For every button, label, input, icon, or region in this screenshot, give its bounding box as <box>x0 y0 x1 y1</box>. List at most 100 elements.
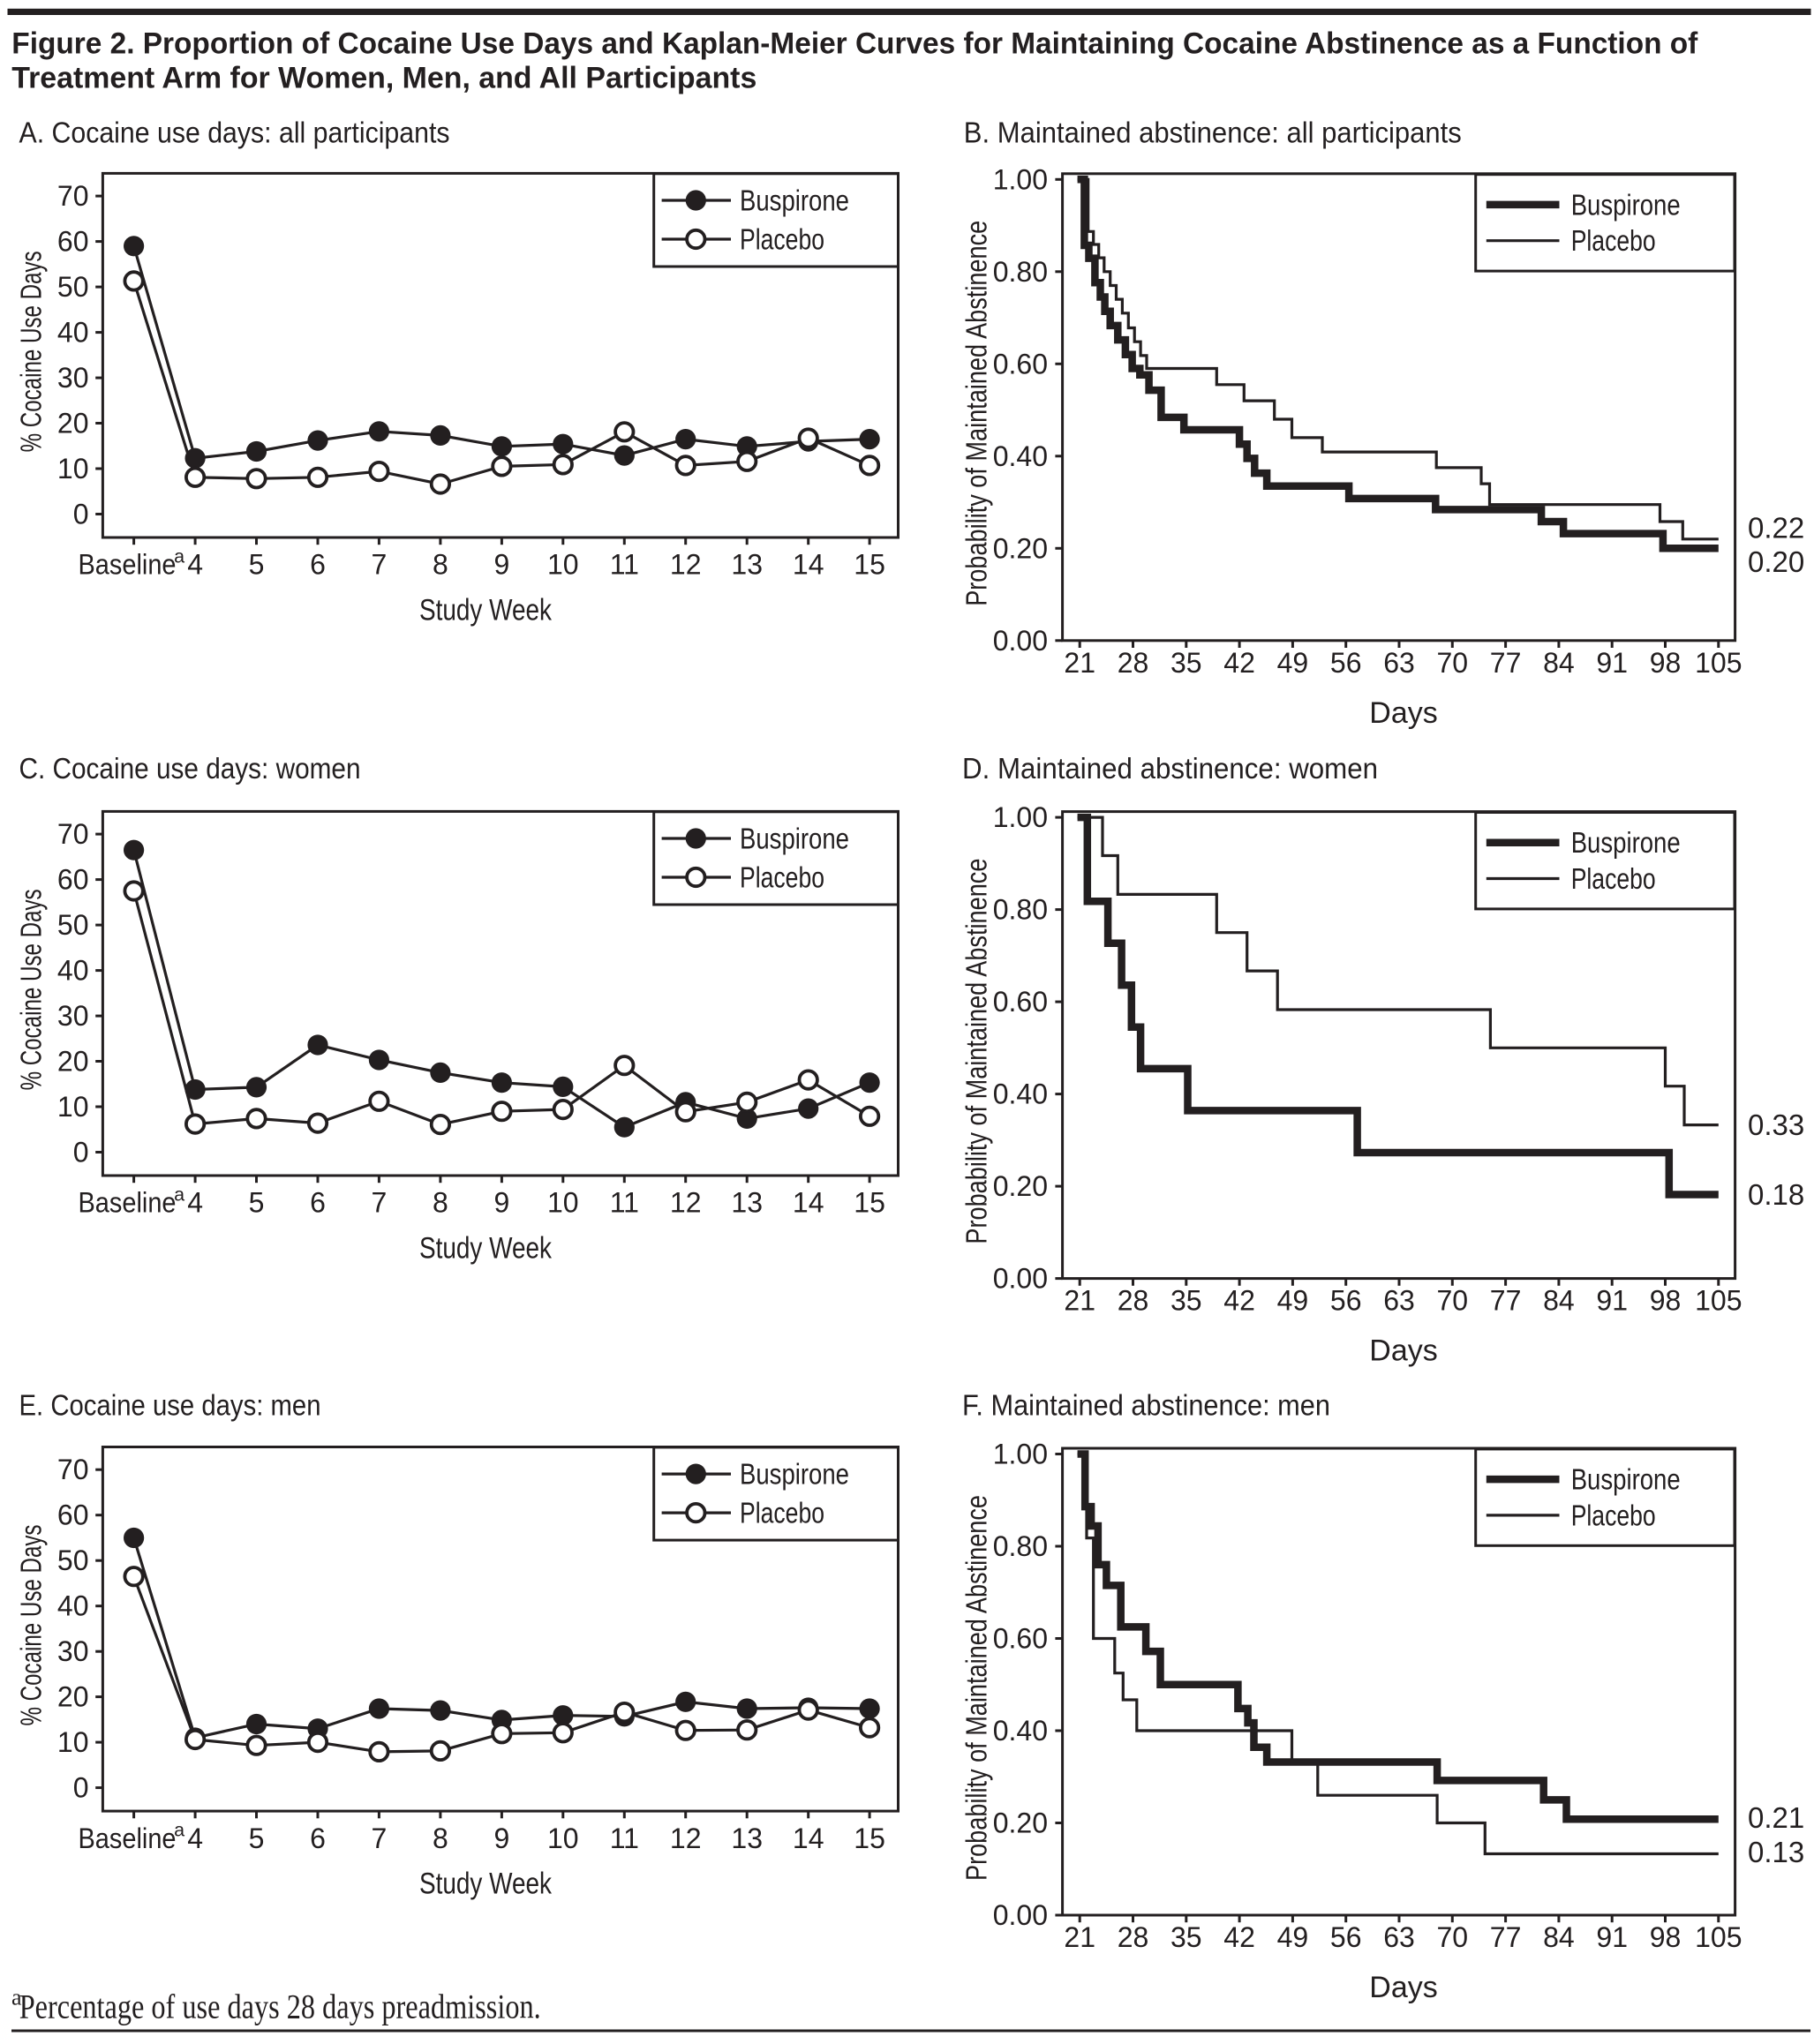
svg-text:D. Maintained abstinence: wome: D. Maintained abstinence: women <box>962 753 1378 785</box>
svg-text:49: 49 <box>1277 1921 1309 1953</box>
svg-text:Buspirone: Buspirone <box>1571 188 1681 221</box>
svg-text:0.40: 0.40 <box>993 1715 1048 1747</box>
svg-text:9: 9 <box>494 1187 510 1219</box>
svg-text:10: 10 <box>57 1726 89 1758</box>
svg-text:91: 91 <box>1596 647 1628 679</box>
svg-text:10: 10 <box>547 1822 579 1854</box>
svg-text:84: 84 <box>1543 647 1575 679</box>
svg-text:28: 28 <box>1118 1285 1149 1317</box>
svg-text:20: 20 <box>57 1681 89 1713</box>
svg-text:77: 77 <box>1490 1921 1522 1953</box>
svg-text:105: 105 <box>1695 647 1742 679</box>
svg-text:21: 21 <box>1064 1921 1095 1953</box>
svg-text:5: 5 <box>249 1822 265 1854</box>
svg-text:a: a <box>11 1985 22 2010</box>
svg-text:63: 63 <box>1383 1285 1415 1317</box>
svg-text:6: 6 <box>310 549 326 581</box>
svg-text:50: 50 <box>57 1544 89 1576</box>
svg-text:Probability of Maintained Abst: Probability of Maintained Abstinence <box>960 221 993 606</box>
svg-text:14: 14 <box>793 1822 824 1854</box>
svg-text:4: 4 <box>187 1822 203 1854</box>
svg-text:28: 28 <box>1118 647 1149 679</box>
svg-text:0.00: 0.00 <box>993 1263 1048 1295</box>
svg-text:7: 7 <box>372 1822 388 1854</box>
svg-text:1.00: 1.00 <box>993 163 1048 195</box>
svg-text:0.80: 0.80 <box>993 256 1048 288</box>
svg-text:0.20: 0.20 <box>993 1170 1048 1202</box>
svg-text:a: a <box>174 1184 184 1205</box>
svg-text:9: 9 <box>494 549 510 581</box>
svg-text:% Cocaine Use Days: % Cocaine Use Days <box>15 889 48 1090</box>
svg-text:42: 42 <box>1223 647 1255 679</box>
svg-text:13: 13 <box>731 1187 763 1219</box>
svg-text:35: 35 <box>1170 1285 1202 1317</box>
svg-text:0.40: 0.40 <box>993 1078 1048 1110</box>
svg-text:70: 70 <box>1437 647 1469 679</box>
svg-text:Study Week: Study Week <box>419 1867 553 1901</box>
svg-text:Figure 2. Proportion of Cocain: Figure 2. Proportion of Cocaine Use Days… <box>11 27 1698 61</box>
svg-text:0.40: 0.40 <box>993 440 1048 472</box>
svg-text:15: 15 <box>854 1822 885 1854</box>
svg-text:15: 15 <box>854 549 885 581</box>
svg-text:30: 30 <box>57 1635 89 1667</box>
svg-text:0.22: 0.22 <box>1748 511 1804 544</box>
svg-text:98: 98 <box>1650 647 1682 679</box>
svg-text:21: 21 <box>1064 647 1095 679</box>
svg-text:Days: Days <box>1369 696 1437 730</box>
svg-text:0.80: 0.80 <box>993 1530 1048 1562</box>
svg-text:F. Maintained abstinence: men: F. Maintained abstinence: men <box>962 1390 1330 1423</box>
svg-text:0.80: 0.80 <box>993 894 1048 926</box>
svg-text:60: 60 <box>57 226 89 258</box>
svg-text:70: 70 <box>1437 1285 1469 1317</box>
svg-text:13: 13 <box>731 549 763 581</box>
svg-text:Buspirone: Buspirone <box>740 1458 849 1491</box>
svg-text:12: 12 <box>670 1822 702 1854</box>
svg-text:Days: Days <box>1369 1971 1437 2004</box>
svg-text:Buspirone: Buspirone <box>1571 826 1681 859</box>
svg-text:0: 0 <box>73 1772 89 1804</box>
svg-text:A. Cocaine use days: all parti: A. Cocaine use days: all participants <box>19 117 450 150</box>
svg-text:% Cocaine Use Days: % Cocaine Use Days <box>15 251 48 452</box>
svg-text:10: 10 <box>57 1091 89 1123</box>
svg-text:105: 105 <box>1695 1921 1742 1953</box>
svg-text:Placebo: Placebo <box>740 1497 824 1529</box>
svg-text:15: 15 <box>854 1187 885 1219</box>
svg-text:9: 9 <box>494 1822 510 1854</box>
svg-text:63: 63 <box>1383 1921 1415 1953</box>
svg-text:30: 30 <box>57 362 89 394</box>
svg-text:Placebo: Placebo <box>1571 862 1656 895</box>
svg-text:0.00: 0.00 <box>993 625 1048 657</box>
svg-text:0.33: 0.33 <box>1748 1108 1804 1141</box>
svg-text:21: 21 <box>1064 1285 1095 1317</box>
svg-text:0.00: 0.00 <box>993 1899 1048 1931</box>
svg-text:98: 98 <box>1650 1285 1682 1317</box>
svg-text:0.20: 0.20 <box>993 532 1048 564</box>
svg-text:0.13: 0.13 <box>1748 1836 1804 1868</box>
svg-text:35: 35 <box>1170 1921 1202 1953</box>
svg-text:40: 40 <box>57 955 89 987</box>
svg-text:11: 11 <box>610 1822 639 1854</box>
svg-text:98: 98 <box>1650 1921 1682 1953</box>
svg-text:42: 42 <box>1223 1921 1255 1953</box>
svg-text:70: 70 <box>57 818 89 850</box>
svg-text:13: 13 <box>731 1822 763 1854</box>
svg-text:40: 40 <box>57 317 89 349</box>
svg-text:a: a <box>174 1820 184 1841</box>
svg-text:Baseline: Baseline <box>79 1822 177 1854</box>
svg-text:B. Maintained abstinence: all: B. Maintained abstinence: all participan… <box>964 117 1462 150</box>
svg-text:10: 10 <box>57 453 89 485</box>
svg-text:8: 8 <box>433 1822 448 1854</box>
svg-text:Placebo: Placebo <box>1571 1499 1656 1531</box>
svg-text:0.60: 0.60 <box>993 986 1048 1018</box>
svg-text:Buspirone: Buspirone <box>1571 1463 1681 1496</box>
svg-text:Baseline: Baseline <box>79 1187 177 1219</box>
svg-text:Probability of Maintained Abst: Probability of Maintained Abstinence <box>960 1495 993 1881</box>
svg-text:63: 63 <box>1383 647 1415 679</box>
svg-text:10: 10 <box>547 549 579 581</box>
svg-text:12: 12 <box>670 1187 702 1219</box>
svg-text:Study Week: Study Week <box>419 1231 553 1265</box>
svg-text:C. Cocaine use days: women: C. Cocaine use days: women <box>19 753 361 785</box>
svg-text:Probability of Maintained Abst: Probability of Maintained Abstinence <box>960 859 993 1244</box>
svg-text:0.21: 0.21 <box>1748 1801 1804 1834</box>
svg-text:84: 84 <box>1543 1921 1575 1953</box>
